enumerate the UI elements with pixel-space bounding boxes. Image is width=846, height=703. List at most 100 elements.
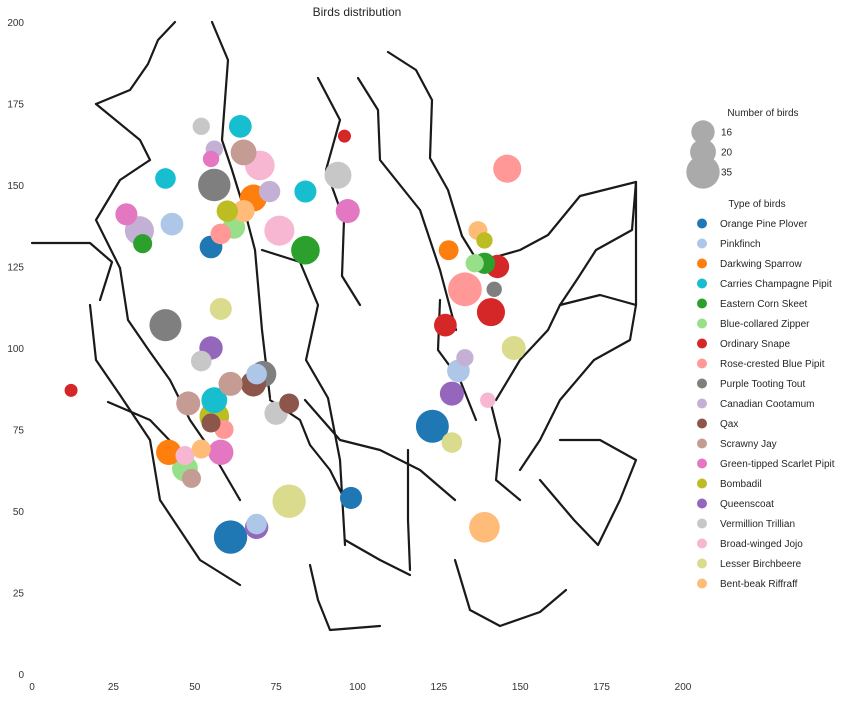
data-points: [64, 114, 526, 554]
y-tick-label: 0: [18, 670, 24, 681]
legend-entry: Broad-winged Jojo: [720, 539, 803, 550]
bird-point: [264, 215, 295, 246]
legend-marker: [697, 378, 707, 389]
x-tick-label: 125: [431, 682, 448, 693]
legend-entry: Vermillion Trillian: [720, 519, 795, 530]
y-tick-label: 100: [7, 344, 24, 355]
x-tick-label: 100: [349, 682, 366, 693]
bird-point: [480, 392, 496, 408]
legend-marker: [697, 238, 707, 249]
legend-entry: Bombadil: [720, 479, 762, 490]
legend-entry: Green-tipped Scarlet Pipit: [720, 459, 835, 470]
legend-entry: Rose-crested Blue Pipit: [720, 359, 825, 370]
legend-marker: [697, 418, 707, 429]
legend-entry: Qax: [720, 419, 738, 430]
legend-marker: [697, 298, 707, 309]
bird-point: [246, 513, 267, 535]
bird-point: [501, 335, 526, 361]
bird-point: [160, 212, 184, 236]
legend-entry: Orange Pine Plover: [720, 219, 808, 230]
bird-point: [448, 272, 482, 307]
legend-entry: Queenscoat: [720, 499, 774, 510]
bird-point: [175, 446, 195, 466]
size-legend: 16 20 35: [686, 120, 733, 189]
legend-marker: [697, 398, 707, 409]
bird-point: [438, 240, 459, 261]
legend-marker: [697, 538, 707, 549]
bird-point: [258, 180, 281, 203]
legend-marker: [697, 358, 707, 369]
legend-marker: [697, 278, 707, 289]
bird-point: [493, 154, 522, 183]
map-outline: [30, 20, 638, 632]
bird-point: [133, 234, 153, 254]
legend-marker: [697, 518, 707, 529]
size-legend-label: 16: [721, 128, 733, 139]
chart-title: Birds distribution: [313, 5, 402, 19]
y-tick-label: 25: [13, 589, 25, 600]
bird-point: [176, 391, 201, 416]
bird-point: [441, 432, 463, 453]
legend-entry: Canadian Cootamum: [720, 399, 815, 410]
size-legend-title: Number of birds: [727, 108, 798, 119]
bird-point: [198, 168, 231, 202]
legend-entry: Scrawny Jay: [720, 439, 777, 450]
x-tick-label: 0: [29, 682, 35, 693]
bird-point: [181, 468, 202, 488]
bird-point: [210, 223, 232, 245]
bird-point: [202, 150, 220, 168]
x-tick-label: 50: [189, 682, 201, 693]
bird-point: [190, 350, 212, 372]
bird-point: [337, 129, 351, 143]
bird-point: [415, 409, 449, 443]
x-tick-label: 175: [593, 682, 610, 693]
bird-point: [476, 298, 505, 327]
axes: 0 25 50 75 100 125 150 175 200 0 25 50 75 100 125 150 17…: [7, 18, 691, 693]
bird-point: [64, 383, 78, 397]
legend-marker: [697, 218, 707, 229]
size-legend-marker: [691, 120, 715, 144]
legend-marker: [697, 458, 707, 469]
legend-entry: Ordinary Snape: [720, 339, 790, 350]
bird-point: [486, 281, 502, 297]
bird-point: [246, 363, 267, 385]
x-tick-label: 150: [512, 682, 529, 693]
x-tick-label: 200: [675, 682, 692, 693]
y-tick-label: 200: [7, 18, 24, 29]
bird-point: [201, 413, 221, 433]
x-tick-label: 25: [108, 682, 120, 693]
legend-marker: [697, 498, 707, 509]
legend-entry: Carries Champagne Pipit: [720, 279, 832, 290]
legend-entry: Darkwing Sparrow: [720, 259, 802, 270]
y-tick-label: 175: [7, 100, 24, 111]
bird-point: [232, 200, 255, 223]
bird-point: [439, 381, 464, 406]
bird-point: [191, 439, 211, 459]
bird-point: [294, 180, 317, 203]
legend-entry: Eastern Corn Skeet: [720, 299, 807, 310]
legend-marker: [697, 438, 707, 449]
bird-point: [228, 114, 252, 138]
bird-point: [335, 199, 360, 224]
legend-marker: [697, 558, 707, 569]
legend-marker: [697, 478, 707, 489]
bird-point: [216, 200, 238, 222]
legend-entry: Lesser Birchbeere: [720, 559, 802, 570]
bird-point: [209, 297, 232, 320]
size-legend-label: 35: [721, 168, 733, 179]
bird-point: [155, 168, 176, 189]
bird-point: [272, 484, 306, 518]
y-tick-label: 75: [13, 426, 25, 437]
bird-point: [279, 393, 300, 414]
bird-point: [476, 232, 493, 249]
y-tick-label: 50: [13, 507, 25, 518]
bird-point: [218, 371, 243, 396]
bird-point: [149, 309, 182, 342]
size-legend-label: 20: [721, 148, 733, 159]
color-legend-title: Type of birds: [728, 199, 785, 210]
bird-point: [465, 254, 484, 273]
bird-point: [339, 486, 363, 509]
legend: Number of birds 16 20 35 Type of birds Ora…: [686, 108, 835, 590]
